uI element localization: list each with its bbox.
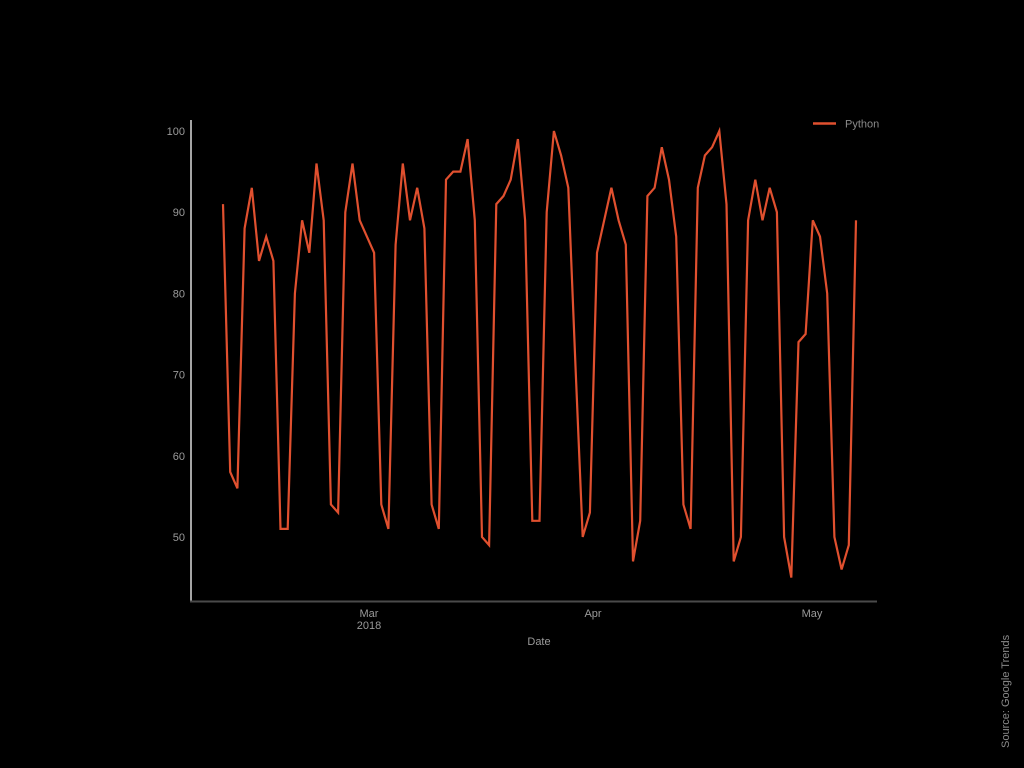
x-tick-label: Apr (584, 608, 601, 620)
y-tick-label: 70 (173, 370, 185, 382)
y-tick-label: 50 (173, 532, 185, 544)
python-series-line (221, 126, 858, 578)
x-tick-sublabel: 2018 (357, 620, 381, 632)
y-tick-label: 60 (173, 451, 185, 463)
x-tick-label: Mar (360, 608, 379, 620)
legend-label-python: Python (845, 119, 879, 131)
y-tick-label: 100 (167, 126, 185, 138)
source-credit: Source: Google Trends (1000, 634, 1012, 748)
y-axis-ticks: 100 90 80 70 60 50 (167, 126, 185, 544)
legend: Python (813, 119, 879, 131)
y-tick-label: 90 (173, 207, 185, 219)
x-axis-title: Date (527, 636, 550, 648)
x-tick-label: May (802, 608, 823, 620)
y-tick-label: 80 (173, 288, 185, 300)
